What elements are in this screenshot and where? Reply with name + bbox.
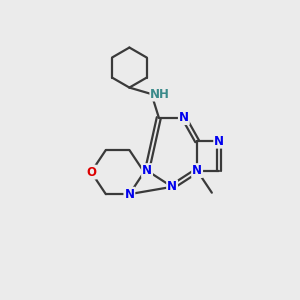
Text: N: N: [142, 164, 152, 177]
Text: N: N: [214, 135, 224, 148]
Text: O: O: [86, 166, 96, 178]
Text: N: N: [124, 188, 134, 201]
Text: N: N: [179, 111, 189, 124]
Text: N: N: [167, 180, 177, 193]
Text: N: N: [192, 164, 202, 177]
Text: NH: NH: [150, 88, 170, 100]
